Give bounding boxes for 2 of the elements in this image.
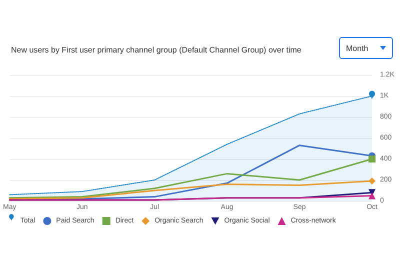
dropdown: Month bbox=[339, 37, 393, 59]
chart-title: New users by First user primary channel group (Default Channel Group) over time bbox=[11, 46, 302, 54]
